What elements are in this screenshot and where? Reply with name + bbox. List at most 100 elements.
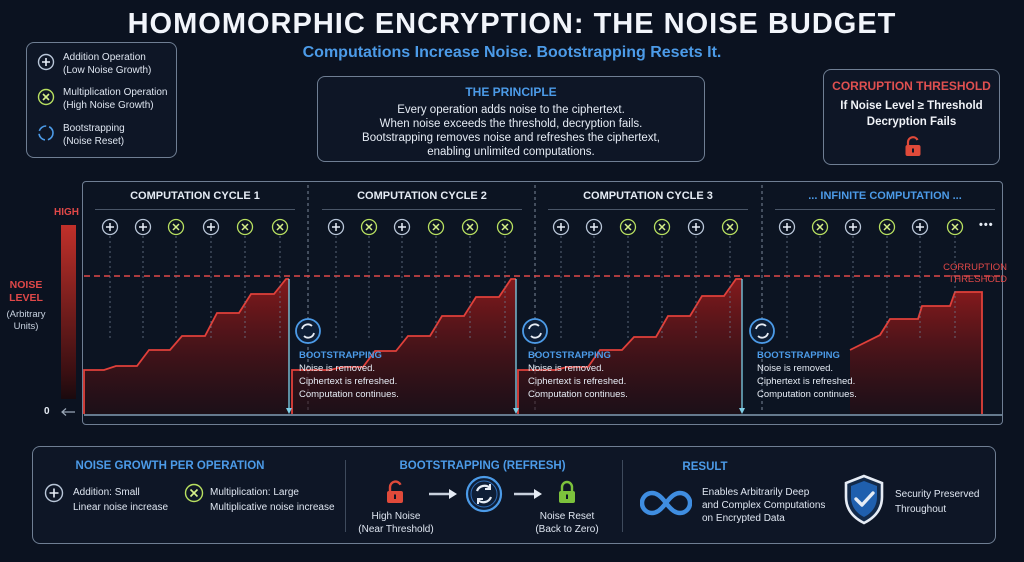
principle-body: Every operation adds noise to the cipher… <box>318 103 704 159</box>
principle-line: enabling unlimited computations. <box>427 146 595 158</box>
summary-divider <box>622 460 623 532</box>
plus-icon <box>778 218 796 236</box>
refresh-heading: BOOTSTRAPPING (REFRESH) <box>399 460 566 472</box>
legend-bootstrapping-sub: (Noise Reset) <box>63 136 125 147</box>
plus-icon <box>44 483 64 503</box>
refresh-high-noise: High Noise (Near Threshold) <box>356 510 436 536</box>
refresh-icon <box>38 125 54 141</box>
axis-noise-line: LEVEL <box>9 292 43 304</box>
cross-icon <box>236 218 254 236</box>
axis-noise-label: NOISE LEVEL <box>2 279 50 305</box>
cycle-header-label: ... INFINITE COMPUTATION ... <box>808 190 962 202</box>
noise-area <box>84 279 289 414</box>
bootstrapping-note-line: Ciphertext is refreshed. <box>299 376 398 387</box>
result-heading: RESULT <box>682 461 728 473</box>
plus-icon <box>393 218 411 236</box>
axis-units-line: (Arbitrary <box>6 309 46 320</box>
refresh-icon <box>522 318 548 344</box>
plus-icon <box>37 53 55 71</box>
corruption-line: Decryption Fails <box>866 116 957 128</box>
legend-multiplication-title: Multiplication Operation <box>63 87 168 98</box>
refresh-high-line: High Noise <box>371 511 421 522</box>
lock-closed-icon <box>559 480 575 503</box>
growth-heading: NOISE GROWTH PER OPERATION <box>75 460 265 472</box>
noise-line <box>517 278 742 414</box>
cross-icon <box>360 218 378 236</box>
plus-icon <box>202 218 220 236</box>
corruption-panel: CORRUPTION THRESHOLD If Noise Level ≥ Th… <box>823 69 1000 165</box>
result-line: Enables Arbitrarily Deep <box>702 487 810 498</box>
threshold-label: CORRUPTION THRESHOLD <box>935 262 1007 286</box>
axis-units-line: Units) <box>13 321 39 332</box>
legend-addition: Addition Operation (Low Noise Growth) <box>37 51 151 77</box>
result-line: and Complex Computations <box>702 500 826 511</box>
noise-line <box>849 291 983 414</box>
bootstrapping-note-line: Computation continues. <box>299 389 399 400</box>
cross-icon <box>619 218 637 236</box>
legend-addition-sub: (Low Noise Growth) <box>63 65 152 76</box>
cross-icon <box>878 218 896 236</box>
corruption-body: If Noise Level ≥ Threshold Decryption Fa… <box>824 98 999 130</box>
noise-line <box>83 278 289 414</box>
legend-bootstrapping-title: Bootstrapping <box>63 123 125 134</box>
noise-area <box>518 279 742 414</box>
cycle-underline <box>95 209 295 210</box>
refresh-noise-reset: Noise Reset (Back to Zero) <box>528 510 606 536</box>
principle-line: Every operation adds noise to the cipher… <box>397 104 625 116</box>
corruption-heading: CORRUPTION THRESHOLD <box>832 79 991 93</box>
plus-icon <box>844 218 862 236</box>
noise-area <box>292 279 516 414</box>
growth-addition-title: Addition: Small <box>73 487 140 498</box>
bootstrapping-note-heading: BOOTSTRAPPING <box>299 350 382 361</box>
plus-icon <box>101 218 119 236</box>
reset-drop-arrow <box>513 408 519 414</box>
plus-icon <box>687 218 705 236</box>
cross-icon <box>427 218 445 236</box>
cross-icon <box>271 218 289 236</box>
shield-check-icon <box>844 474 884 525</box>
cycle-header-label: COMPUTATION CYCLE 3 <box>583 190 713 202</box>
page-subtitle: Computations Increase Noise. Bootstrappi… <box>302 44 722 61</box>
infinity-icon <box>640 490 692 516</box>
cross-icon <box>167 218 185 236</box>
axis-zero-label: 0 <box>44 406 50 417</box>
cycle-underline <box>322 209 522 210</box>
cross-icon <box>461 218 479 236</box>
more-ops-ellipsis: ••• <box>979 219 994 231</box>
page-title: HOMOMORPHIC ENCRYPTION: THE NOISE BUDGET <box>127 8 897 40</box>
cycle-header-4: ... INFINITE COMPUTATION ... <box>775 190 995 202</box>
noise-scale-bar <box>61 225 76 399</box>
growth-multiplication-desc: Multiplicative noise increase <box>210 502 335 513</box>
principle-panel: THE PRINCIPLE Every operation adds noise… <box>317 76 705 162</box>
lock-open-icon <box>387 480 403 503</box>
bootstrapping-note-line: Ciphertext is refreshed. <box>528 376 627 387</box>
axis-high-label: HIGH <box>54 207 79 218</box>
noise-area <box>850 292 982 414</box>
bootstrapping-note-1: BOOTSTRAPPING Noise is removed. Cipherte… <box>299 349 399 401</box>
noise-areas <box>83 278 983 414</box>
refresh-icon <box>465 475 503 513</box>
principle-line: When noise exceeds the threshold, decryp… <box>379 118 643 130</box>
cycle-header-1: COMPUTATION CYCLE 1 <box>95 190 295 202</box>
cross-icon <box>37 88 55 106</box>
cross-icon <box>721 218 739 236</box>
principle-heading: THE PRINCIPLE <box>465 85 557 99</box>
arrow-right-icon <box>514 489 542 499</box>
threshold-label-line: THRESHOLD <box>948 274 1007 285</box>
corruption-line: If Noise Level ≥ Threshold <box>840 100 983 112</box>
bootstrapping-note-2: BOOTSTRAPPING Noise is removed. Cipherte… <box>528 349 628 401</box>
cross-icon <box>946 218 964 236</box>
growth-addition: Addition: Small Linear noise increase <box>73 486 168 514</box>
plus-icon <box>552 218 570 236</box>
security-line: Throughout <box>895 504 947 515</box>
noise-line <box>291 278 516 414</box>
security-line: Security Preserved <box>895 489 980 500</box>
summary-divider <box>345 460 346 532</box>
legend-panel: Addition Operation (Low Noise Growth) Mul… <box>26 42 177 158</box>
cycle-header-label: COMPUTATION CYCLE 1 <box>130 190 260 202</box>
axis-zero-arrow-icon <box>61 408 75 416</box>
refresh-high-line: (Near Threshold) <box>358 524 434 535</box>
plus-icon <box>911 218 929 236</box>
cycle-underline <box>548 209 748 210</box>
